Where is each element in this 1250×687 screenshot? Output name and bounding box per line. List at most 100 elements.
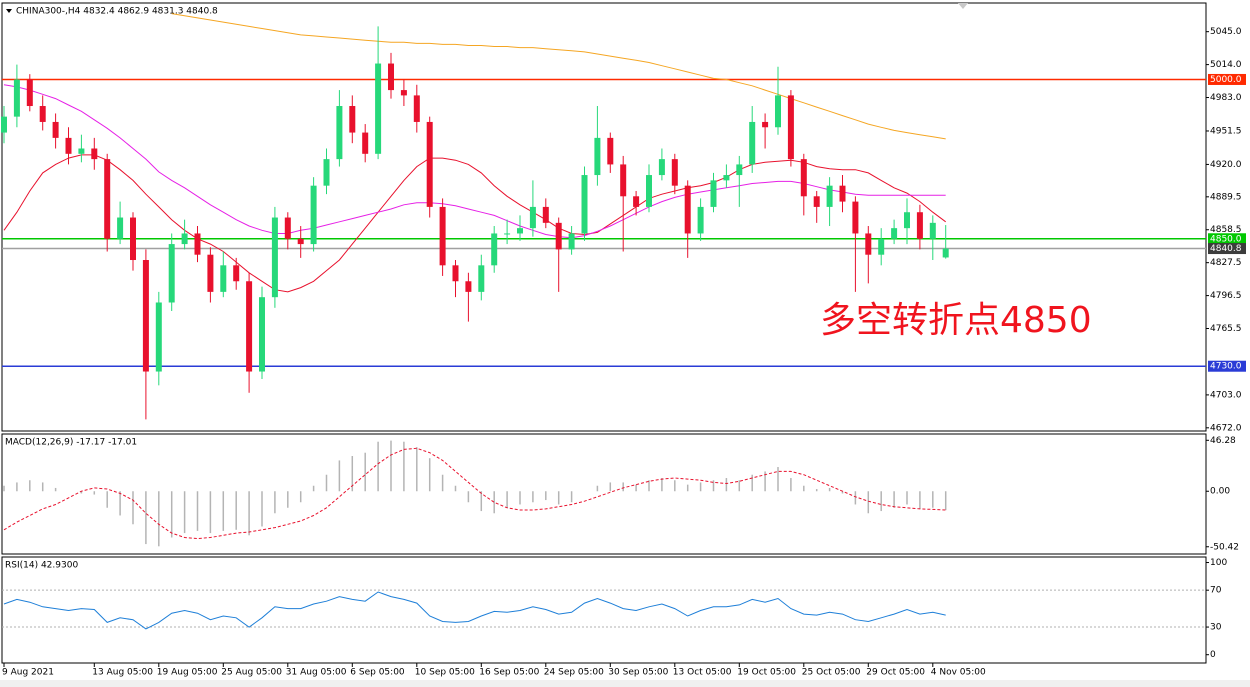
x-tick-label: 31 Aug 05:00 <box>286 668 347 678</box>
candle-body <box>684 185 691 234</box>
y-tick-label: 4858.5 <box>1210 225 1242 235</box>
candle-body <box>130 217 136 261</box>
candle-body <box>762 121 769 128</box>
candle-body <box>1 116 7 133</box>
bottom-bar <box>0 680 1250 687</box>
x-tick-label: 29 Oct 05:00 <box>866 668 925 678</box>
y-tick-label: 0 <box>1210 650 1216 660</box>
x-tick-label: 9 Aug 2021 <box>2 668 54 678</box>
moving-average <box>171 13 946 140</box>
candle-body <box>142 260 149 372</box>
y-tick-label: -50.42 <box>1210 542 1239 552</box>
candle-body <box>723 175 730 181</box>
candle-body <box>78 148 85 154</box>
candle-body <box>581 175 588 234</box>
candle-body <box>375 63 382 154</box>
candle-body <box>916 212 923 239</box>
y-tick-label: 30 <box>1210 623 1222 633</box>
candle-body <box>91 148 98 160</box>
rsi-line <box>3 591 946 630</box>
main-frame <box>1 2 1207 432</box>
y-tick-label: 4796.5 <box>1210 291 1242 301</box>
candle-body <box>878 238 885 255</box>
y-tick-label: 4703.0 <box>1210 390 1242 400</box>
candle-body <box>297 238 304 245</box>
moving-average <box>3 154 946 293</box>
candle-body <box>929 222 936 239</box>
candle-body <box>388 63 394 91</box>
level-label-box <box>1208 243 1246 255</box>
x-tick-label: 4 Nov 05:00 <box>931 668 986 678</box>
candle-body <box>349 106 356 133</box>
candle-body <box>594 137 601 176</box>
candle-body <box>517 228 523 234</box>
candle-body <box>865 233 872 255</box>
candle-body <box>39 106 46 122</box>
y-tick-label: 4920.0 <box>1210 160 1242 170</box>
x-tick-label: 19 Aug 05:00 <box>157 668 218 678</box>
rsi-frame <box>1 556 1207 664</box>
candle-body <box>413 95 420 122</box>
candle-body <box>323 159 330 186</box>
x-tick-label: 16 Sep 05:00 <box>479 668 539 678</box>
candle-body <box>478 265 485 292</box>
candle-body <box>284 217 291 239</box>
y-tick-label: 70 <box>1210 586 1222 596</box>
candle-body <box>207 254 214 292</box>
candle-body <box>439 206 446 266</box>
x-tick-label: 19 Oct 05:00 <box>737 668 796 678</box>
candle-body <box>620 164 627 197</box>
candle-body <box>646 175 652 207</box>
candle-body <box>400 90 407 96</box>
y-tick-label: 0.00 <box>1210 487 1230 497</box>
y-tick-label: 46.28 <box>1210 436 1236 446</box>
candle-body <box>775 95 781 128</box>
menu-triangle <box>6 9 12 13</box>
candle-body <box>336 106 343 160</box>
candle-body <box>826 185 833 207</box>
candle-body <box>65 137 72 154</box>
candle-body <box>491 233 498 266</box>
candle-body <box>942 248 949 258</box>
y-tick-label: 5045.0 <box>1210 27 1242 37</box>
level-label: 4730.0 <box>1210 362 1242 372</box>
candle-body <box>555 222 562 250</box>
candle-body <box>787 95 794 160</box>
candle-body <box>568 233 575 250</box>
candle-body <box>246 281 253 372</box>
candle-body <box>697 206 704 234</box>
x-tick-label: 24 Sep 05:00 <box>544 668 604 678</box>
candle-body <box>671 159 678 186</box>
shift-marker <box>958 3 968 9</box>
candle-body <box>26 79 33 107</box>
y-tick-label: 100 <box>1210 558 1227 568</box>
candle-body <box>852 201 859 234</box>
candle-body <box>607 137 614 165</box>
candle-body <box>220 265 227 292</box>
candle-body <box>233 265 240 282</box>
x-tick-label: 13 Aug 05:00 <box>92 668 153 678</box>
candle-body <box>736 164 743 176</box>
candle-body <box>891 228 898 239</box>
candle-body <box>452 265 459 282</box>
candle-body <box>362 132 369 154</box>
candle-body <box>813 196 820 207</box>
x-tick-label: 25 Oct 05:00 <box>802 668 861 678</box>
y-tick-label: 4983.0 <box>1210 93 1242 103</box>
panel-title: MACD(12,26,9) -17.17 -17.01 <box>5 438 137 448</box>
candle-body <box>104 159 111 239</box>
candle-body <box>271 217 278 298</box>
candle-body <box>155 302 162 372</box>
level-label-box <box>1208 360 1246 372</box>
level-label: 4850.0 <box>1210 234 1242 244</box>
candle-body <box>749 121 756 165</box>
candle-body <box>800 159 807 197</box>
x-tick-label: 6 Sep 05:00 <box>350 668 405 678</box>
level-label: 4840.8 <box>1210 244 1242 254</box>
candle-body <box>259 297 265 372</box>
y-tick-label: 4827.5 <box>1210 258 1242 268</box>
y-tick-label: 4672.0 <box>1210 423 1242 433</box>
candle-body <box>426 121 433 207</box>
